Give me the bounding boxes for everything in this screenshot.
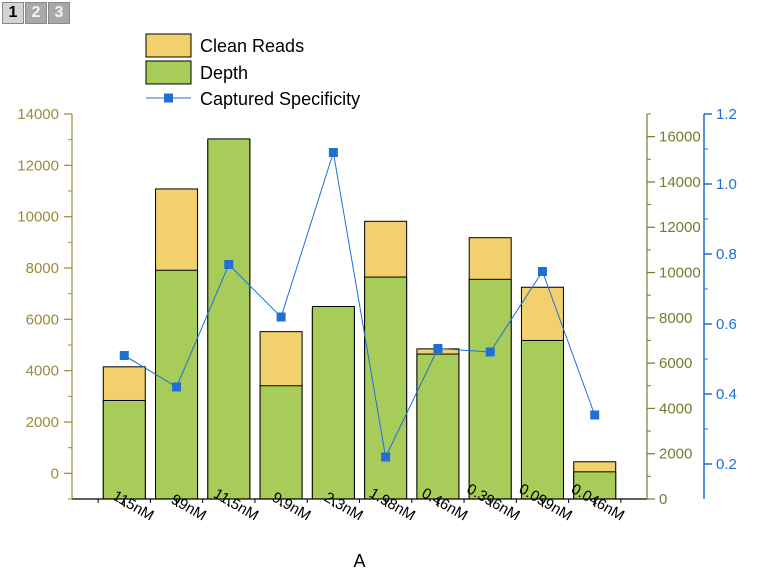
left-tick-label: 8000 [26, 260, 59, 277]
legend-swatch-clean-reads [145, 33, 192, 58]
x-axis-title: A [353, 551, 365, 571]
right-inner-tick-label: 16000 [659, 129, 701, 146]
depth-bar [207, 138, 251, 500]
legend-label-depth: Depth [200, 63, 248, 83]
right-outer-tick-label: 0.2 [716, 456, 737, 473]
specificity-marker [276, 312, 286, 322]
legend-label-specificity: Captured Specificity [200, 89, 360, 109]
right-outer-tick-label: 0.6 [716, 316, 737, 333]
specificity-line [124, 152, 596, 459]
right-inner-tick-label: 6000 [659, 355, 692, 372]
legend-marker-specificity [164, 93, 173, 103]
specificity-marker [224, 260, 234, 269]
right-outer-tick-label: 1.0 [716, 176, 737, 193]
specificity-marker [172, 382, 182, 392]
depth-bar [468, 278, 512, 500]
depth-bar [364, 276, 408, 500]
page-tabs: 1 2 3 [2, 2, 70, 24]
right-inner-tick-label: 14000 [659, 174, 701, 191]
left-tick-label: 6000 [26, 311, 59, 328]
right-outer-tick-label: 1.2 [716, 106, 737, 123]
right-inner-tick-label: 12000 [659, 219, 701, 236]
specificity-marker [433, 344, 443, 353]
right-outer-tick-label: 0.4 [716, 386, 737, 403]
right-outer-tick-label: 0.8 [716, 246, 737, 263]
depth-bar [416, 353, 460, 500]
right-inner-tick-label: 2000 [659, 446, 692, 463]
left-tick-label: 2000 [26, 414, 59, 431]
depth-bar [259, 385, 303, 500]
specificity-marker [381, 452, 391, 462]
specificity-marker [328, 148, 338, 157]
left-tick-label: 12000 [17, 157, 59, 174]
right-inner-tick-label: 0 [659, 491, 667, 508]
specificity-marker [537, 267, 547, 276]
right-inner-tick-label: 4000 [659, 400, 692, 417]
right-inner-tick-label: 8000 [659, 310, 692, 327]
depth-bar [311, 306, 355, 500]
page-tab-2[interactable]: 2 [25, 2, 47, 24]
left-tick-label: 14000 [17, 106, 59, 123]
depth-bar [573, 471, 617, 500]
legend-swatch-depth [145, 60, 192, 85]
specificity-marker [119, 351, 129, 360]
left-tick-label: 0 [51, 465, 59, 482]
depth-bar [520, 339, 564, 500]
page-tab-1[interactable]: 1 [2, 2, 24, 24]
specificity-marker [590, 410, 600, 420]
specificity-marker [485, 347, 495, 357]
left-tick-label: 10000 [17, 209, 59, 226]
depth-bar [102, 399, 146, 500]
page-tab-3[interactable]: 3 [48, 2, 70, 24]
legend-label-clean-reads: Clean Reads [200, 36, 304, 56]
right-inner-tick-label: 10000 [659, 265, 701, 282]
left-tick-label: 4000 [26, 363, 59, 380]
